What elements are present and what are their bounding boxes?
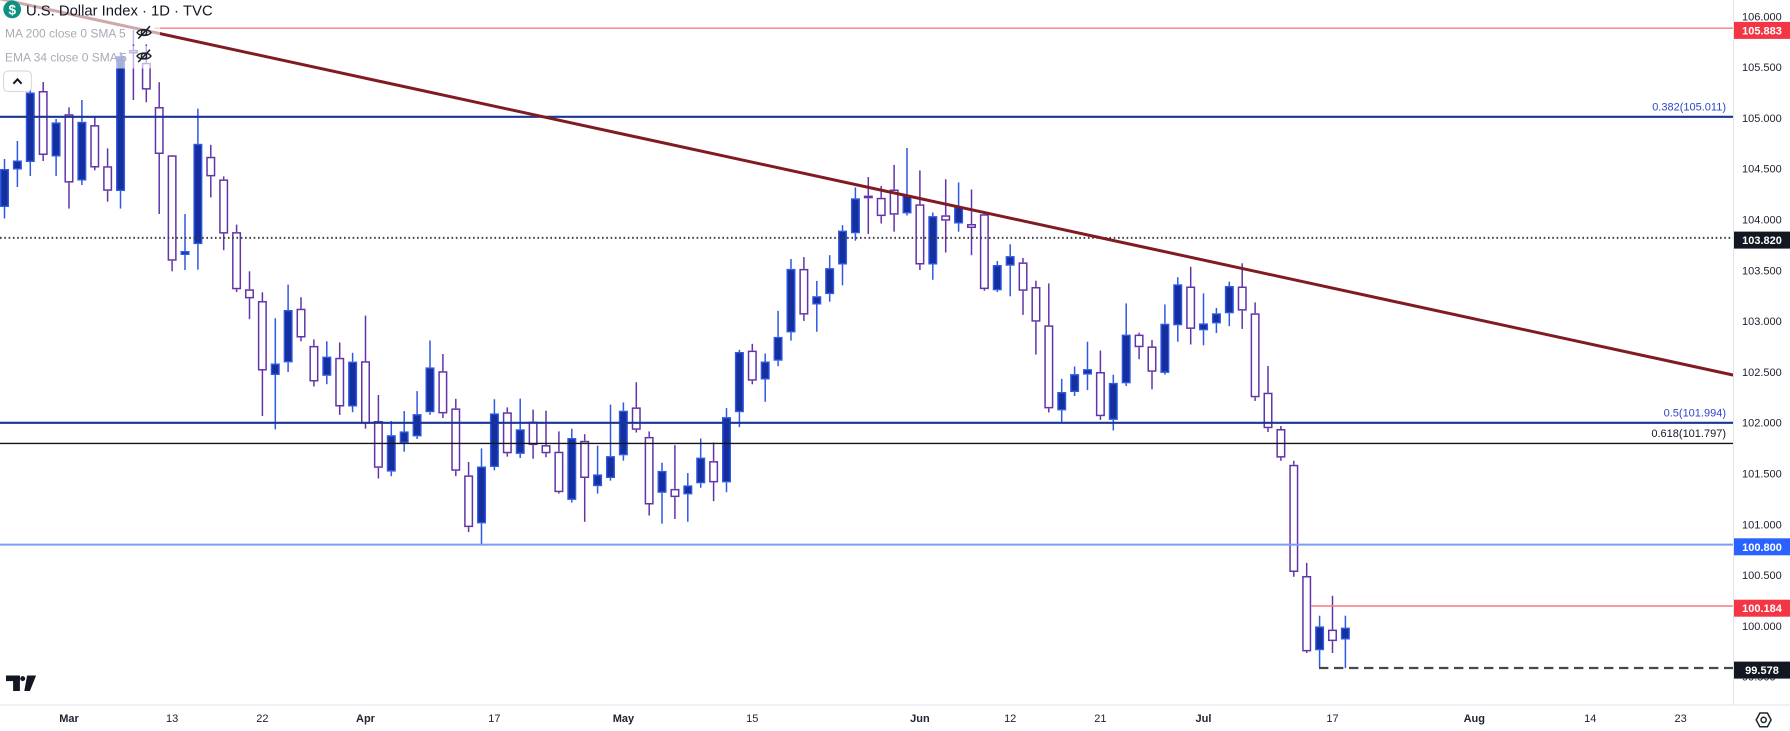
svg-text:102.500: 102.500 [1742,367,1782,379]
svg-text:0.5(101.994): 0.5(101.994) [1664,408,1726,420]
svg-text:100.000: 100.000 [1742,621,1782,633]
svg-text:105.883: 105.883 [1742,25,1782,37]
svg-text:17: 17 [1326,713,1338,725]
svg-text:0.382(105.011): 0.382(105.011) [1652,102,1726,114]
svg-text:17: 17 [488,713,500,725]
svg-text:Jun: Jun [910,713,930,725]
svg-text:103.500: 103.500 [1742,265,1782,277]
svg-text:103.000: 103.000 [1742,316,1782,328]
svg-text:0.618(101.797): 0.618(101.797) [1651,428,1726,440]
svg-text:Aug: Aug [1464,713,1485,725]
svg-text:15: 15 [746,713,758,725]
svg-text:102.000: 102.000 [1742,418,1782,430]
svg-text:103.820: 103.820 [1742,235,1782,247]
svg-text:MA 200 close 0 SMA 5: MA 200 close 0 SMA 5 [5,26,126,40]
svg-text:22: 22 [256,713,268,725]
svg-text:Mar: Mar [59,713,79,725]
svg-text:$: $ [8,2,16,17]
svg-text:23: 23 [1674,713,1686,725]
svg-text:101.000: 101.000 [1742,519,1782,531]
svg-text:13: 13 [166,713,178,725]
svg-text:12: 12 [1004,713,1016,725]
svg-text:EMA 34 close 0 SMA 5: EMA 34 close 0 SMA 5 [5,50,127,64]
svg-text:U.S. Dollar Index · 1D · TVC: U.S. Dollar Index · 1D · TVC [26,3,213,19]
svg-text:105.000: 105.000 [1742,113,1782,125]
svg-text:21: 21 [1094,713,1106,725]
svg-text:99.578: 99.578 [1745,665,1779,677]
svg-text:106.000: 106.000 [1742,11,1782,23]
svg-text:100.184: 100.184 [1742,603,1783,615]
svg-text:104.000: 104.000 [1742,215,1782,227]
svg-text:105.500: 105.500 [1742,62,1782,74]
svg-text:100.800: 100.800 [1742,542,1782,554]
svg-text:104.500: 104.500 [1742,164,1782,176]
svg-text:Apr: Apr [356,713,376,725]
svg-text:101.500: 101.500 [1742,469,1782,481]
svg-text:Jul: Jul [1196,713,1212,725]
svg-text:May: May [613,713,635,725]
svg-text:14: 14 [1584,713,1596,725]
svg-text:100.500: 100.500 [1742,570,1782,582]
